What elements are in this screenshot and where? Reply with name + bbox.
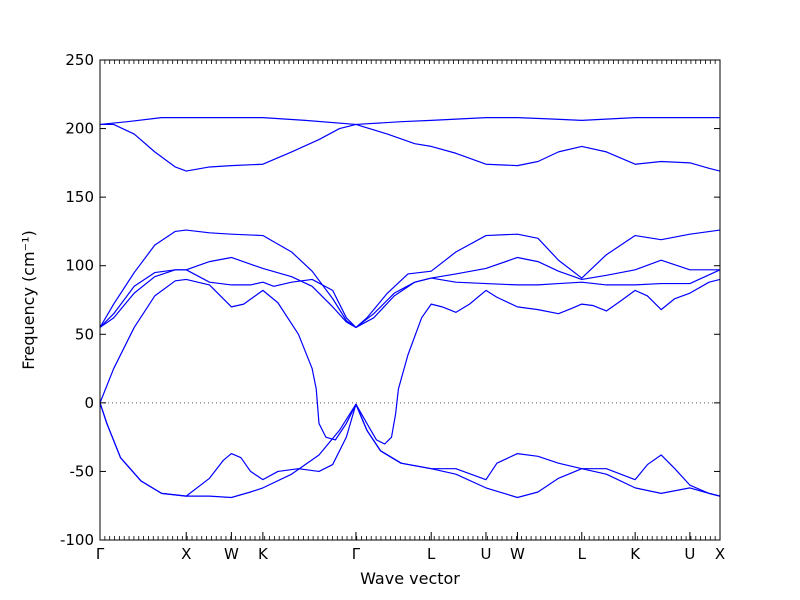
y-tick-label: -50 (70, 462, 95, 480)
x-tick-label: Γ (96, 545, 105, 563)
band-line-2 (100, 123, 720, 172)
x-tick-label: W (224, 545, 239, 563)
band-curves (100, 117, 720, 499)
x-tick-label: W (510, 545, 525, 563)
x-tick-label: Γ (352, 545, 361, 563)
axes: -100 -50 0 50 100 150 200 250 Γ X W K Γ L U W L K U X (60, 51, 725, 563)
plot-area (100, 117, 720, 499)
y-tick-label: 200 (65, 120, 94, 138)
x-axis-title: Wave vector (360, 569, 460, 588)
y-tick-label: 250 (65, 51, 94, 69)
y-tick-label: 150 (65, 188, 94, 206)
band-line-8 (100, 402, 720, 499)
band-line-6 (100, 278, 720, 445)
band-line-5 (100, 269, 720, 329)
x-tick-label: X (715, 545, 725, 563)
x-tick-label: U (480, 545, 491, 563)
x-tick-label: L (578, 545, 587, 563)
y-axis-title: Frequency (cm⁻¹) (19, 230, 38, 369)
x-tick-label: K (258, 545, 269, 563)
y-tick-label: 100 (65, 257, 94, 275)
x-tick-label: X (181, 545, 191, 563)
y-tick-label: 50 (75, 325, 94, 343)
x-tick-label: L (427, 545, 436, 563)
band-line-3 (100, 229, 720, 329)
y-tick-label: 0 (84, 394, 94, 412)
y-tick-label: -100 (60, 531, 94, 549)
x-tick-label: U (684, 545, 695, 563)
band-line-1 (100, 117, 720, 126)
x-tick-label: K (630, 545, 641, 563)
